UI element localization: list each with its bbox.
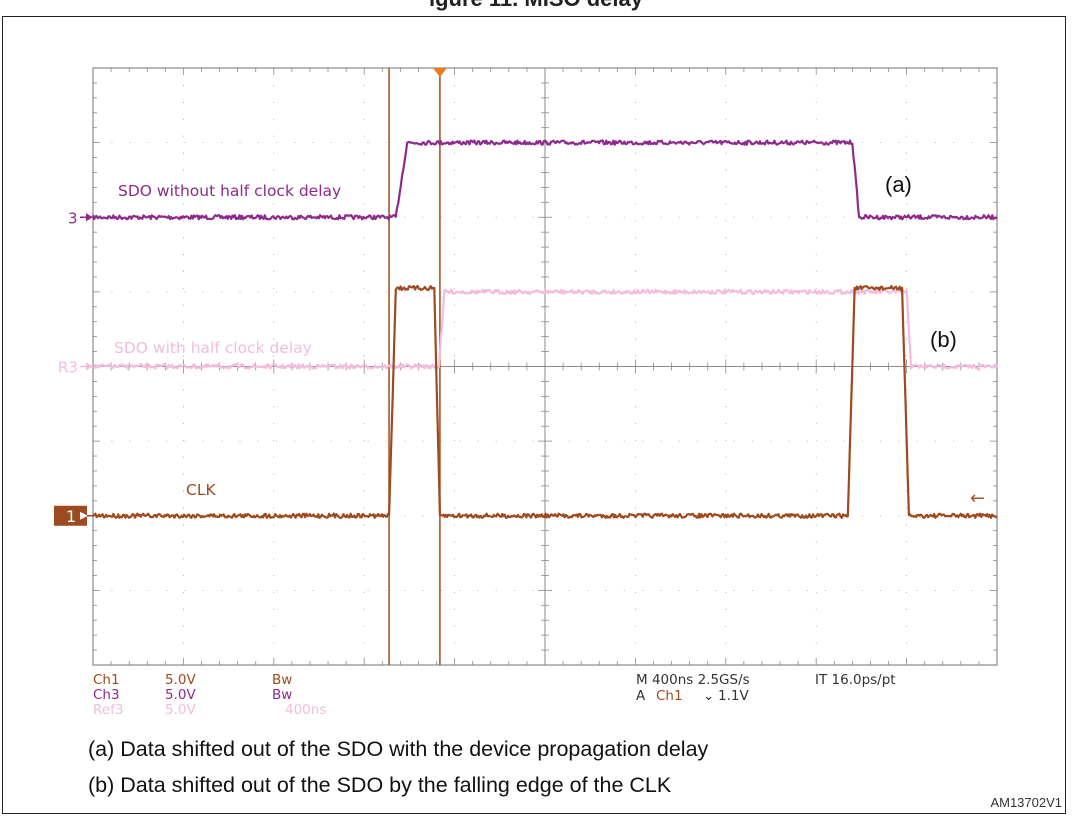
trace-label-ref3: SDO with half clock delay — [114, 339, 312, 357]
readout-bandwidth: Bw — [272, 672, 292, 688]
readout-scale: 5.0V — [165, 672, 196, 688]
traces — [91, 139, 999, 519]
trace-ch3 — [91, 139, 998, 221]
channel-marker-ch1: 1 — [66, 507, 76, 526]
trace-tag-ref3: (b) — [930, 327, 957, 352]
readout-channel: Ch3 — [93, 687, 120, 703]
readout-bandwidth: Bw — [272, 687, 292, 703]
figure-title: igure 11. MISO delay — [0, 0, 1072, 12]
marker-arrow — [86, 362, 93, 371]
figure-frame — [2, 16, 1066, 814]
note-b: (b) Data shifted out of the SDO by the f… — [88, 773, 672, 797]
trace-label-ch1: CLK — [186, 481, 216, 499]
readout-timebase: M 400ns 2.5GS/s — [636, 672, 750, 688]
trace-labels: SDO without half clock delay (a) SDO with … — [114, 172, 985, 509]
trace-tag-ch3: (a) — [885, 172, 912, 197]
trigger-level-arrow: ← — [970, 488, 985, 509]
scope-readouts: Ch1 5.0V Bw Ch3 5.0V Bw Ref3 5.0V 400ns M 400ns 2… — [93, 672, 896, 718]
readout-trigger-slope: ⌄ — [703, 688, 714, 704]
readout-trigger-channel: Ch1 — [656, 688, 683, 704]
trigger-position-marker — [432, 68, 447, 77]
channel-marker-ch3: 3 — [68, 209, 78, 227]
readout-trigger-mode: A — [636, 688, 646, 704]
readout-trigger-level: 1.1V — [718, 688, 749, 704]
trace-label-ch3: SDO without half clock delay — [118, 182, 341, 200]
trace-ref3 — [92, 288, 999, 370]
readout-interpolation: IT 16.0ps/pt — [815, 672, 896, 688]
ch1-marker-box — [54, 505, 87, 526]
figure-code: AM13702V1 — [990, 795, 1062, 810]
note-a: (a) Data shifted out of the SDO with the… — [88, 737, 709, 761]
readout-channel: Ref3 — [93, 702, 123, 718]
readout-scale: 5.0V — [165, 702, 196, 718]
channel-marker-ref3: R3 — [58, 359, 78, 377]
trace-ch1 — [92, 284, 998, 519]
marker-arrow — [80, 511, 88, 520]
marker-arrow — [86, 213, 93, 222]
readout-scale: 5.0V — [165, 687, 196, 703]
readout-bandwidth: 400ns — [285, 702, 326, 718]
channel-markers: 3 R3 1 — [54, 209, 93, 526]
readout-channel: Ch1 — [93, 672, 120, 688]
